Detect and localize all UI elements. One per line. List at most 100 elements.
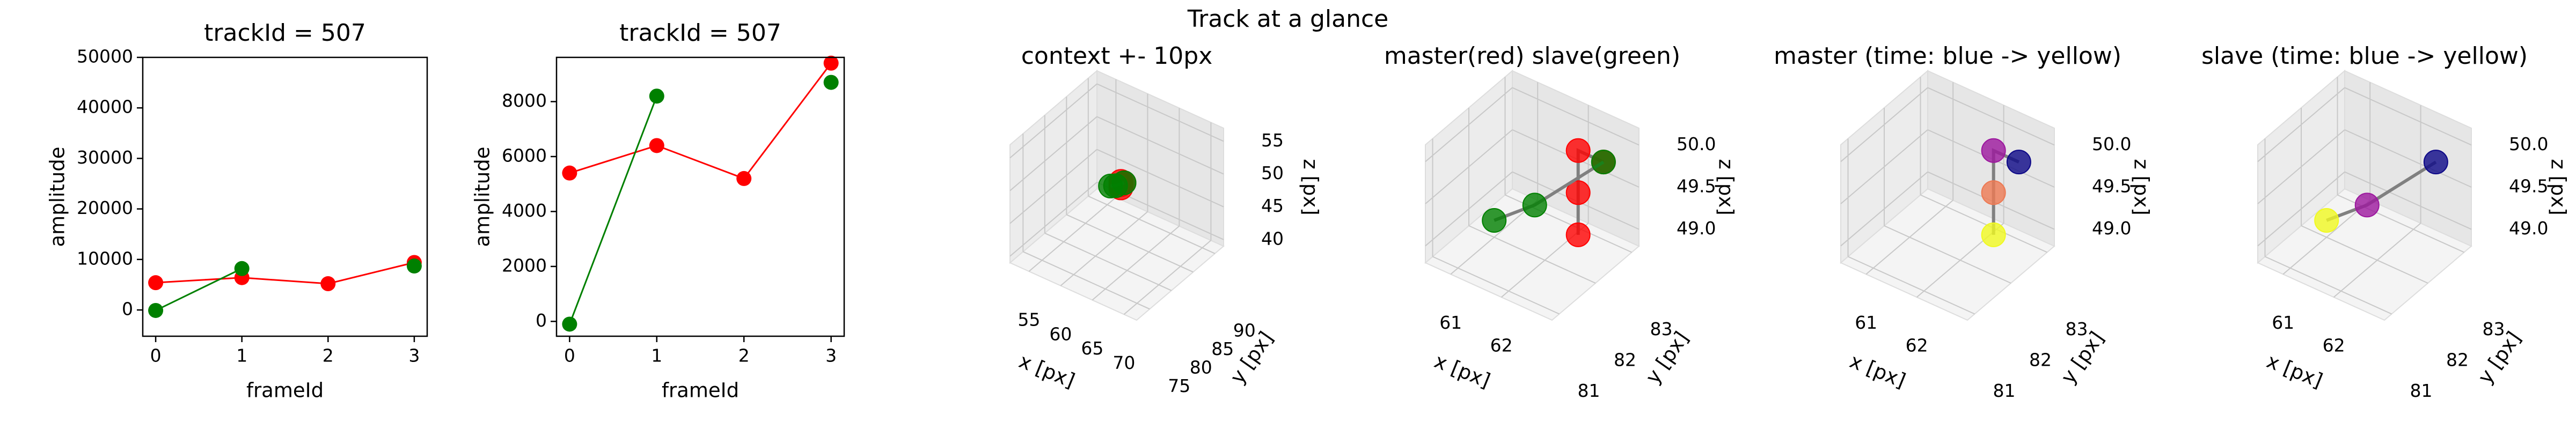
z-tick-label: 49.0 [2092,218,2131,239]
x-tick-label: 61 [2272,312,2294,333]
y-tick-label: 6000 [502,145,547,166]
x-tick-label: 61 [1439,312,1462,333]
y-tick-label: 75 [1168,375,1190,396]
x-axis-label: x [px] [1431,349,1494,392]
grid-line [1096,149,1224,208]
data-point [148,275,164,291]
y-tick-label: 82 [2029,350,2052,371]
z-tick-label: 49.5 [2509,176,2548,197]
grid-line [1840,129,1928,204]
x-tick-label: 62 [1906,335,1928,356]
z-axis-label: z [px] [2547,159,2570,215]
z-tick-label: 50.0 [2509,134,2548,154]
grid-line [1044,232,1172,291]
grid-line [2301,225,2428,284]
data-point [1591,150,1616,175]
x-tick-label: 3 [408,345,420,366]
y-tick-label: 80 [1190,357,1212,378]
plot-frame [142,56,428,337]
y-tick-label: 8000 [502,90,547,111]
data-point [1981,138,2006,163]
grid-line [1920,194,2047,253]
grid-line [1096,83,1224,142]
y-tick-label: 20000 [77,197,133,218]
data-point [823,75,839,90]
y-tick-label: 90 [1233,320,1256,341]
y-tick-label: 85 [1211,338,1234,359]
x-axis-label: x [px] [1847,349,1909,392]
data-point [320,276,336,292]
x-tick-label: 62 [1490,335,1513,356]
x-tick-label: 70 [1113,352,1135,373]
grid-line [1425,129,1513,204]
z-tick-label: 49.5 [2092,176,2131,197]
y-tick-label: 2000 [502,255,547,276]
track-line [1992,148,2020,235]
y-tick-label: 10000 [77,248,133,269]
axis-title: master (time: blue -> yellow) [1774,42,2121,70]
data-point [649,88,664,104]
y-tick-label: 30000 [77,147,133,168]
x-tick-label: 65 [1081,338,1103,359]
x-axis-label: frameId [662,379,739,402]
grid-line [1425,171,1513,247]
x-tick-label: 2 [738,345,750,366]
grid-line [1840,171,1928,247]
z-tick-label: 50.0 [1677,134,1716,154]
y-tick-label: 40000 [77,97,133,117]
data-point [649,138,664,153]
z-tick-label: 50 [1261,162,1284,183]
x-axis-label: x [px] [2264,349,2326,392]
y-tick-label: 0 [536,310,547,331]
grid-line [1432,256,1560,315]
series-line [569,83,831,324]
grid-line [1028,197,1117,272]
grid-line [1848,256,1975,315]
z-tick-label: 40 [1261,228,1284,249]
data-point [234,261,250,276]
grid-line [1096,116,1224,175]
x-tick-label: 61 [1855,312,1877,333]
grid-line [1468,225,1596,284]
data-point [1565,138,1591,163]
grid-line [1840,87,1928,162]
x-tick-label: 62 [2323,335,2345,356]
data-point [823,55,839,71]
grid-line [1088,195,1216,254]
grid-line [1123,240,1212,315]
data-point [562,165,577,181]
plot-frame [555,56,845,337]
grid-line [1009,149,1097,224]
data-point [2006,150,2031,175]
z-axis-label: z [px] [2130,159,2153,215]
z-tick-label: 49.5 [1677,176,1716,197]
data-point [1981,180,2006,205]
z-axis-label: z [px] [1299,159,1322,215]
x-axis-label: frameId [246,379,324,402]
grid-line [1066,214,1194,273]
y-tick-label: 82 [2446,350,2469,371]
x-tick-label: 0 [564,345,575,366]
grid-line [1092,225,1180,301]
data-point [736,171,752,186]
axis-title: slave (time: blue -> yellow) [2201,42,2528,70]
series-line [569,62,832,180]
figure-title: Track at a glance [1187,5,1389,33]
data-point [1522,193,1547,218]
axis-title: trackId = 507 [204,19,366,47]
grid-line [1512,87,1640,146]
grid-line [1009,182,1097,257]
y-tick-label: 50000 [77,46,133,67]
data-point [562,316,577,332]
data-point [148,302,164,318]
y-tick-label: 0 [122,299,133,320]
data-point [2423,150,2448,175]
grid-line [2257,129,2345,204]
y-tick-label: 4000 [502,200,547,221]
grid-line [1425,87,1513,162]
x-tick-label: 1 [236,345,247,366]
axis-title: trackId = 507 [619,19,781,47]
grid-line [1060,211,1148,286]
y-tick-label: 83 [2483,319,2505,339]
